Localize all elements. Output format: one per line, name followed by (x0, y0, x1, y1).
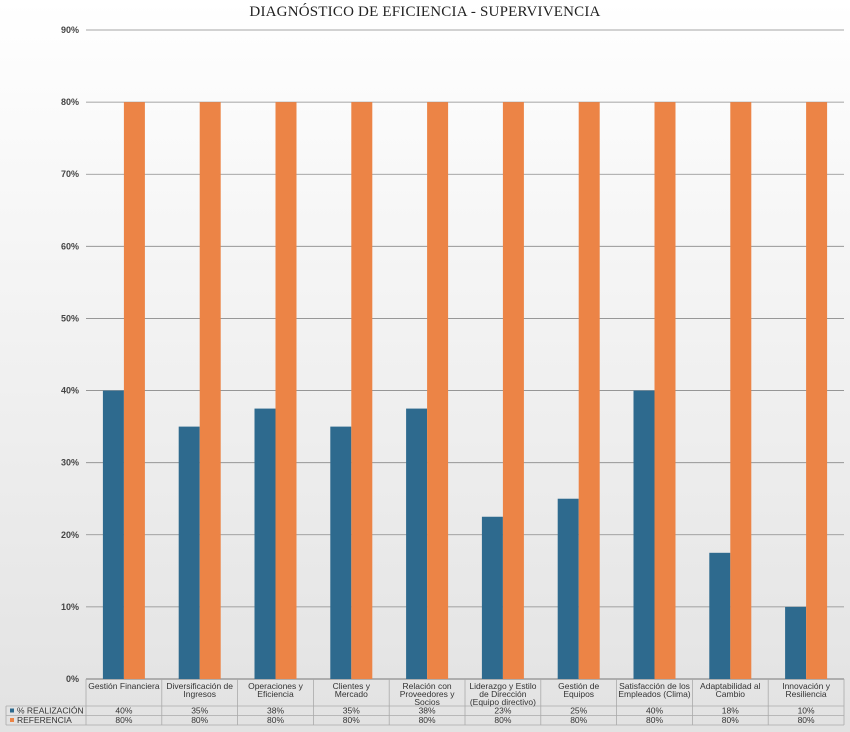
data-table-cell: 40% (115, 706, 132, 716)
bar-realizacion (178, 426, 200, 679)
bar-referencia (351, 102, 373, 680)
data-table-cell: 80% (191, 715, 208, 725)
data-table-cell: 80% (494, 715, 511, 725)
x-category-label: Relación con Proveedores y Socios (400, 681, 456, 707)
data-table-cell: 25% (570, 706, 587, 716)
x-category-label-line: Clientes y (333, 681, 371, 691)
x-category-label-line: Empleados (Clima) (618, 689, 690, 699)
x-category-label-line: Innovación y (782, 681, 830, 691)
x-category-label: Gestión de Equipos (558, 681, 599, 699)
x-category-label-line: Cambio (716, 689, 746, 699)
bar-realizacion (481, 516, 503, 679)
legend-swatch-referencia (10, 718, 14, 722)
x-category-label-line: Satisfacción de los (619, 681, 690, 691)
data-table-cell: 18% (722, 706, 739, 716)
x-category-label: Liderazgo y Estilo de Dirección (Equipo di… (469, 681, 536, 707)
data-table-cell: 10% (798, 706, 815, 716)
y-tick-label: 10% (61, 602, 79, 612)
data-table-cell: 35% (191, 706, 208, 716)
x-category-label-line: Gestión de (558, 681, 599, 691)
data-table-cell: 80% (419, 715, 436, 725)
x-category-label-line: Proveedores y (400, 689, 456, 699)
y-tick-label: 30% (61, 458, 79, 468)
chart-title: DIAGNÓSTICO DE EFICIENCIA - SUPERVIVENCI… (249, 4, 601, 20)
bar-realizacion (557, 498, 579, 679)
data-table-cell: 80% (798, 715, 815, 725)
y-tick-label: 40% (61, 386, 79, 396)
data-table-cell: 23% (494, 706, 511, 716)
x-category-label-line: Socios (414, 697, 440, 707)
legend-label-realizacion: % REALIZACIÓN (17, 706, 84, 716)
y-tick-label: 50% (61, 313, 79, 323)
bar-realizacion (785, 606, 807, 679)
y-tick-label: 0% (66, 674, 79, 684)
bar-referencia (427, 102, 449, 680)
x-category-label: Diversificación de Ingresos (166, 681, 233, 699)
bar-realizacion (709, 552, 731, 679)
bar-referencia (654, 102, 676, 680)
x-category-label-line: Diversificación de (166, 681, 233, 691)
bar-realizacion (330, 426, 352, 679)
bar-referencia (502, 102, 524, 680)
y-tick-label: 20% (61, 530, 79, 540)
data-table-cell: 80% (343, 715, 360, 725)
y-tick-label: 60% (61, 241, 79, 251)
y-tick-label: 70% (61, 169, 79, 179)
bar-referencia (123, 102, 145, 680)
x-category-label: Satisfacción de los Empleados (Clima) (618, 681, 690, 699)
data-table-cell: 80% (115, 715, 132, 725)
x-category-label: Operaciones y Eficiencia (248, 681, 304, 699)
data-table-cell: 80% (267, 715, 284, 725)
x-category-label-line: Relación con (403, 681, 452, 691)
y-tick-label: 80% (61, 97, 79, 107)
bar-realizacion (633, 390, 655, 679)
data-table-cell: 80% (646, 715, 663, 725)
bar-referencia (578, 102, 600, 680)
x-category-label-line: Gestión Financiera (88, 681, 160, 691)
x-category-label-line: de Dirección (479, 689, 527, 699)
data-table-cell: 40% (646, 706, 663, 716)
bar-referencia (806, 102, 828, 680)
x-category-label-line: Resiliencia (786, 689, 827, 699)
x-category-label-line: Ingresos (183, 689, 216, 699)
x-category-label-line: Eficiencia (257, 689, 294, 699)
x-category-label-line: Liderazgo y Estilo (469, 681, 536, 691)
x-category-label-line: Mercado (335, 689, 368, 699)
bar-realizacion (254, 408, 276, 679)
data-table-cell: 38% (419, 706, 436, 716)
bar-referencia (199, 102, 221, 680)
data-table-cell: 38% (267, 706, 284, 716)
x-category-label-line: (Equipo directivo) (470, 697, 536, 707)
x-category-label: Gestión Financiera (88, 681, 160, 691)
legend-swatch-realizacion (10, 708, 14, 713)
x-category-label: Clientes y Mercado (333, 681, 371, 699)
data-table-cell: 80% (722, 715, 739, 725)
y-tick-label: 90% (61, 25, 79, 35)
bar-realizacion (102, 390, 124, 679)
data-table-cell: 80% (570, 715, 587, 725)
bar-realizacion (406, 408, 428, 679)
x-category-label-line: Adaptabilidad al (700, 681, 761, 691)
bar-referencia (730, 102, 752, 680)
legend-label-referencia: REFERENCIA (17, 715, 72, 725)
x-category-label: Innovación y Resiliencia (782, 681, 830, 699)
x-category-label-line: Equipos (563, 689, 594, 699)
x-category-label: Adaptabilidad al Cambio (700, 681, 761, 699)
bar-referencia (275, 102, 297, 680)
data-table-cell: 35% (343, 706, 360, 716)
x-category-label-line: Operaciones y (248, 681, 304, 691)
